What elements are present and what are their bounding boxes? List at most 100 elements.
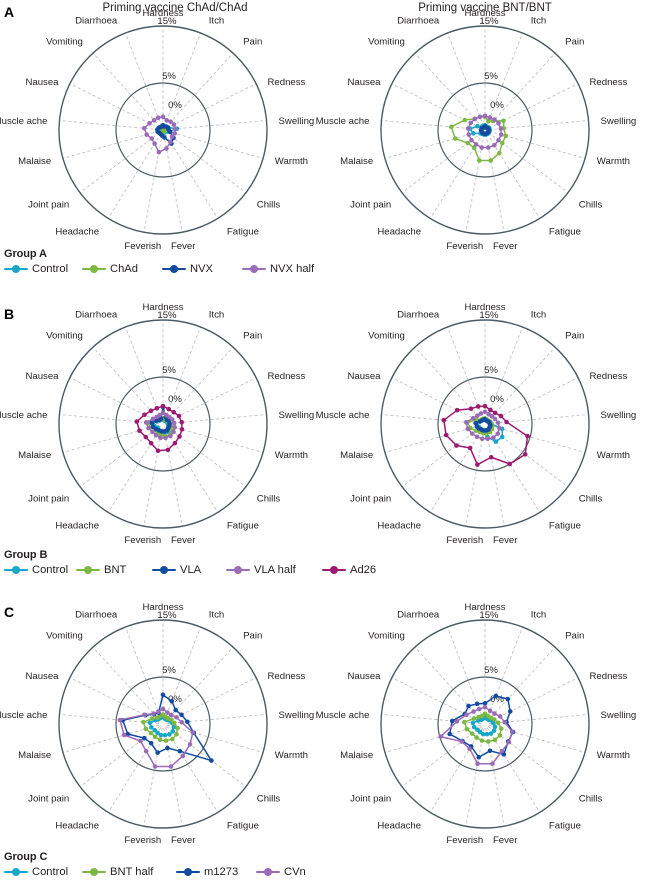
axis-label-headache: Headache [377,521,421,532]
data-point [465,140,471,146]
axis-label-warmth: Warmth [597,156,630,167]
data-point [497,150,502,156]
data-point [488,158,493,163]
radar-chart-c-left: 0% 5% 15% Hardness Itch Pain Redness Swelling Wa… [0,602,318,846]
axis-label-swelling: Swelling [601,410,637,421]
axis-label-muscle-ache: Muscle ache [316,116,370,127]
data-point [171,420,177,426]
legend-item-label: BNT half [110,866,154,878]
data-point [162,732,168,738]
radial-tick-label: 15% [479,610,499,621]
data-point [152,141,157,146]
data-point [492,142,497,148]
data-point [179,712,184,718]
radar-gridlines [59,320,267,527]
axis-label-fever: Fever [171,241,196,252]
data-point [493,693,499,699]
legend-swatch-icon [322,564,346,576]
series-ad26 [441,403,530,467]
radar-chart-b-right: 0% 5% 15% Hardness Itch Pain Redness Swelling Wa… [316,302,640,546]
data-point [465,126,471,131]
panel-c: C 0% 5% 15% Hardness Itch Pain Redness Swelling… [0,600,645,885]
axis-label-headache: Headache [377,227,421,238]
data-point [482,711,488,716]
data-point [462,117,468,123]
legend-item-bnt-half[interactable]: BNT half [82,866,153,878]
legend-item-control[interactable]: Control [4,564,68,576]
data-point [492,410,498,416]
data-point [452,136,458,141]
data-point [170,736,175,742]
data-point [190,730,196,735]
data-point [143,434,149,440]
axis-label-malaise: Malaise [340,750,373,761]
data-point [149,420,155,426]
legend-item-bnt[interactable]: BNT [76,564,126,576]
data-point [160,706,166,712]
data-point [149,136,155,141]
legend-item-vla[interactable]: VLA [152,564,201,576]
data-point [170,729,176,734]
legend-item-m1273[interactable]: m1273 [176,866,238,878]
data-point [169,717,174,723]
legend-item-label: NVX [190,263,214,275]
data-point [142,712,147,718]
axis-label-pain: Pain [565,631,584,642]
axis-label-headache: Headache [55,521,99,532]
axis-label-swelling: Swelling [601,710,637,721]
axis-label-diarrhoea: Diarrhoea [75,309,118,320]
series-nvx [155,123,176,146]
data-point [475,123,480,129]
data-point [462,719,467,725]
axis-label-hardness: Hardness [142,602,183,613]
legend-item-ad26[interactable]: Ad26 [322,564,376,576]
data-point [175,725,180,731]
data-point [155,709,161,715]
legend-item-nvx-half[interactable]: NVX half [242,263,314,275]
data-point [492,711,497,716]
axis-label-fatigue: Fatigue [549,821,581,832]
data-point [486,118,491,124]
legend-title-b: Group B [4,549,48,561]
data-point [454,407,460,413]
data-point [148,730,154,736]
data-point [172,131,178,136]
series-vla-half [463,409,502,442]
data-point [468,406,474,412]
radial-tick-label: 0% [168,394,182,405]
legend-item-label: NVX half [270,263,315,275]
legend-item-control[interactable]: Control [4,866,68,878]
data-point [488,731,494,736]
legend-item-control[interactable]: Control [4,263,68,275]
legend-item-chad[interactable]: ChAd [82,263,138,275]
axis-label-malaise: Malaise [18,750,51,761]
series-ad26 [134,403,185,454]
data-point [481,125,487,130]
legend-item-cvn[interactable]: CVn [256,866,306,878]
axis-label-redness: Redness [589,371,627,382]
legend-item-nvx[interactable]: NVX [162,263,213,275]
series-control [470,715,498,737]
data-point [141,735,147,741]
axis-label-malaise: Malaise [340,156,373,167]
data-point [156,149,162,155]
legend-item-vla-half[interactable]: VLA half [226,564,296,576]
series-bnt-half [462,711,504,744]
radial-tick-label: 5% [484,71,498,82]
data-point [496,121,501,126]
data-point [522,452,528,457]
axis-label-pain: Pain [565,37,584,48]
legend-item-label: ChAd [110,263,138,275]
axis-label-vomiting: Vomiting [368,631,405,642]
data-point [490,761,495,767]
data-point [474,434,480,440]
chart-title-chad: Priming vaccine ChAd/ChAd [102,2,248,14]
category-labels: Hardness Itch Pain Redness Swelling Warmth Chi… [0,8,314,252]
data-point [485,739,491,744]
data-point [152,764,158,769]
data-point [176,413,182,419]
data-point [152,734,158,740]
data-point [475,462,480,467]
data-point [471,716,477,721]
axis-label-warmth: Warmth [597,750,630,761]
